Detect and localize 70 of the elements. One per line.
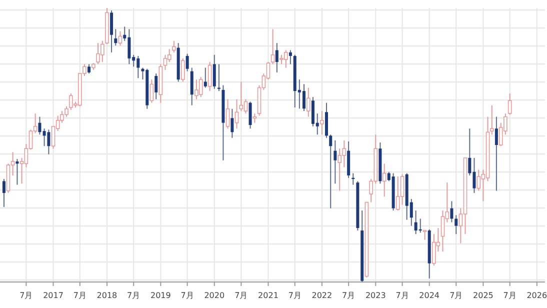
x-tick-label: 2024 (419, 291, 440, 300)
x-tick-label: 7月 (20, 291, 33, 300)
candlestick (190, 67, 194, 106)
x-tick-label: 7月 (180, 291, 194, 300)
candlestick (88, 64, 91, 74)
x-tick-label: 7月 (288, 291, 302, 300)
candlestick (172, 40, 176, 53)
candlestick (270, 28, 275, 65)
x-tick-label: 7月 (127, 291, 140, 300)
candlestick (16, 158, 19, 186)
candlestick (163, 54, 168, 70)
candlestick (352, 172, 355, 186)
x-tick-label: 7月 (503, 291, 516, 300)
x-tick-label: 7月 (73, 291, 86, 300)
candlestick (114, 28, 118, 46)
candlestick (275, 42, 278, 73)
candlestick (334, 140, 337, 184)
candlestick (418, 218, 422, 234)
candlestick (47, 129, 50, 155)
candlestick (494, 116, 498, 192)
candlestick (110, 10, 114, 53)
candlestick (288, 50, 292, 65)
candlestick (284, 50, 288, 68)
x-tick-label: 7月 (234, 291, 248, 300)
candlestick (320, 110, 324, 136)
x-tick-label: 2022 (312, 291, 332, 300)
candlestick (2, 178, 6, 208)
candlestick (234, 98, 239, 130)
candlestick (325, 102, 328, 138)
candlestick (302, 84, 306, 112)
candlestick (244, 98, 248, 114)
x-tick-label: 7月 (342, 291, 356, 300)
candlestick (230, 108, 234, 138)
x-tick-label: 2023 (365, 291, 386, 300)
x-tick-label: 2025 (473, 291, 494, 300)
candlestick (422, 230, 427, 240)
candlestick (252, 112, 257, 124)
candlestick (118, 30, 122, 46)
candlestick (180, 58, 185, 82)
candlestick (204, 67, 207, 88)
candlestick (217, 64, 220, 92)
x-tick-label: 2017 (43, 291, 64, 300)
candlestick (208, 61, 212, 92)
candlestick (226, 98, 230, 130)
candlestick (306, 87, 310, 118)
candlestick (450, 200, 454, 223)
candlestick (248, 101, 252, 130)
candlestick (167, 48, 172, 62)
candlestick (396, 176, 400, 211)
candlestick (42, 128, 46, 147)
candlestick (198, 76, 203, 98)
x-tick-label: 2019 (150, 291, 171, 300)
candlestick (38, 116, 42, 136)
x-tick-label: 7月 (450, 291, 463, 300)
candlestick (329, 134, 332, 209)
candlestick (454, 214, 458, 235)
x-tick-label: 2021 (258, 291, 278, 300)
x-tick-label: 2018 (96, 291, 118, 300)
candlestick (194, 79, 198, 100)
x-tick-label: 7月 (396, 291, 409, 300)
candlestick (212, 54, 216, 90)
candlestick (382, 163, 386, 198)
candlestick (154, 72, 158, 100)
x-tick-label: 2020 (204, 291, 225, 300)
candlestick (186, 53, 189, 72)
candlestick (476, 169, 481, 192)
x-tick-label: 2026 (526, 291, 547, 300)
candlestick (440, 210, 445, 252)
candlestick (150, 79, 154, 104)
candlestick (508, 92, 512, 116)
